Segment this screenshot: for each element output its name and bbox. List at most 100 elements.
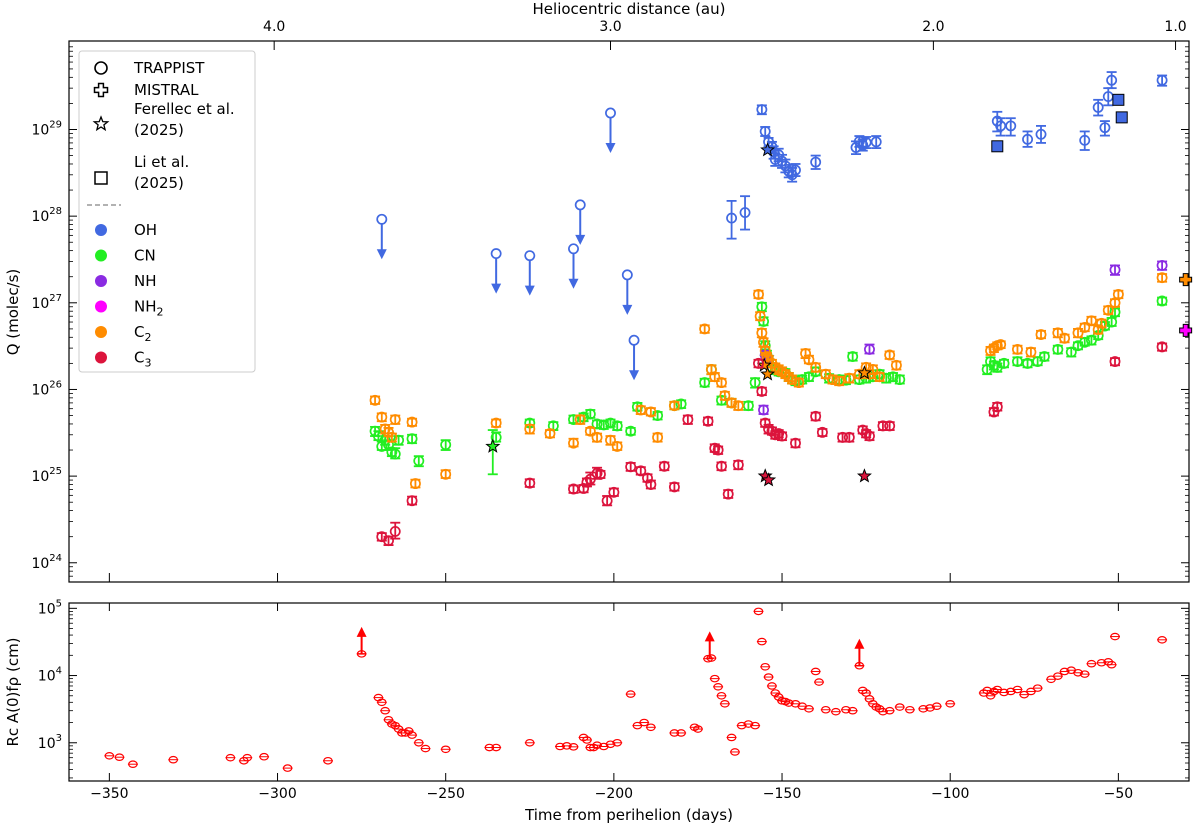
trappist-point: [578, 483, 590, 494]
legend-label: MISTRAL: [134, 81, 199, 99]
ferellec-point: [756, 357, 772, 372]
afrho-point: [763, 673, 774, 681]
series-NH: [758, 259, 1168, 416]
y-tick-label: 1027: [31, 293, 62, 312]
afrho-point: [726, 733, 737, 742]
trappist-point: [574, 414, 586, 425]
trappist-point: [386, 431, 398, 443]
trappist-point: [716, 377, 727, 389]
afrho-point: [605, 740, 616, 749]
trappist-point: [389, 525, 401, 537]
trappist-point: [645, 406, 657, 418]
ferellec-point: [856, 468, 872, 483]
top-heliocentric-axis: 4.0 3.0 2.0 1.0: [108, 19, 1187, 582]
trappist-point: [884, 349, 896, 361]
trappist-point: [758, 404, 769, 416]
trappist-point: [803, 354, 815, 366]
trappist-point: [1012, 343, 1023, 355]
bottom-plot-frame: [68, 602, 1190, 782]
trappist-point: [749, 377, 761, 389]
legend-species-marker: [95, 249, 107, 262]
trappist-point: [1099, 122, 1111, 134]
afrho-point: [1106, 660, 1117, 669]
afrho-point: [568, 743, 579, 751]
trappist-point: [756, 385, 768, 397]
legend-label: (2025): [134, 174, 184, 192]
trappist-point: [376, 440, 388, 452]
trappist-point: [1038, 351, 1050, 362]
trappist-point: [591, 431, 603, 443]
trappist-point: [568, 243, 579, 255]
y-tick-label: 1026: [31, 379, 62, 398]
trappist-point: [1102, 304, 1114, 316]
afrho-point: [905, 705, 915, 714]
afrho-point: [1079, 670, 1090, 678]
ferellec-point: [485, 438, 501, 453]
legend-square-icon: [94, 171, 108, 185]
trappist-point: [1059, 332, 1071, 344]
afrho-point: [524, 738, 535, 747]
trappist-point: [1072, 327, 1084, 339]
afrho-point: [730, 748, 740, 756]
trappist-point: [1012, 356, 1023, 367]
trappist-point: [591, 418, 603, 430]
trappist-point: [568, 483, 579, 495]
limit-arrow-head: [605, 142, 616, 153]
bottom-y-axis: 103 104 105: [38, 598, 1189, 779]
limit-arrow-head: [491, 283, 502, 294]
top-y-axis-label: Q (molec/s): [4, 269, 22, 356]
trappist-point: [668, 481, 680, 493]
trappist-point: [739, 207, 751, 219]
trappist-point: [406, 495, 418, 507]
legend-species-label: C2: [134, 323, 151, 344]
afrho-point: [1086, 659, 1097, 668]
afrho-point: [323, 756, 333, 765]
afrho-point: [750, 721, 760, 730]
legend-species-label: NH: [134, 272, 157, 290]
trappist-point: [998, 357, 1010, 369]
series-OH: [376, 71, 1168, 381]
trappist-point: [652, 431, 664, 443]
trappist-point: [810, 361, 822, 373]
trappist-point: [383, 535, 394, 547]
x-tick-label: −350: [90, 786, 128, 802]
afrho-point: [625, 690, 636, 698]
afrho-point: [985, 691, 996, 700]
li-point: [991, 140, 1004, 153]
au-tick-label: 3.0: [599, 19, 621, 35]
series-CN: [369, 295, 1168, 476]
trappist-point: [1092, 324, 1104, 336]
trappist-point: [440, 439, 452, 451]
au-tick-label: 2.0: [922, 19, 944, 35]
trappist-point: [1079, 336, 1091, 348]
trappist-point: [584, 425, 596, 437]
afrho-point: [646, 723, 656, 732]
trappist-point: [864, 343, 875, 355]
x-tick-label: −300: [258, 786, 296, 802]
au-tick-label: 1.0: [1164, 19, 1186, 35]
afrho-point: [1073, 668, 1083, 677]
afrho-point: [931, 702, 942, 710]
trappist-point: [524, 477, 536, 489]
afrho-point: [1012, 685, 1023, 694]
trappist-point: [820, 368, 832, 380]
top-x-axis-label: Heliocentric distance (au): [533, 0, 726, 18]
trappist-point: [568, 437, 579, 449]
trappist-point: [753, 288, 764, 300]
legend-box: [78, 50, 256, 373]
afrho-point: [403, 727, 414, 735]
trappist-point: [369, 394, 381, 406]
trappist-point: [887, 371, 899, 383]
afrho-point: [561, 742, 572, 750]
trappist-point: [995, 339, 1007, 350]
trappist-point: [524, 423, 536, 435]
afrho-point: [783, 699, 794, 707]
trappist-point: [877, 420, 889, 432]
x-tick-label: −150: [763, 786, 801, 802]
afrho-point: [578, 733, 589, 742]
trappist-point: [699, 323, 711, 335]
trappist-point: [581, 476, 593, 488]
afrho-point: [757, 637, 767, 646]
afrho-point: [743, 720, 754, 728]
afrho-point: [820, 705, 831, 714]
